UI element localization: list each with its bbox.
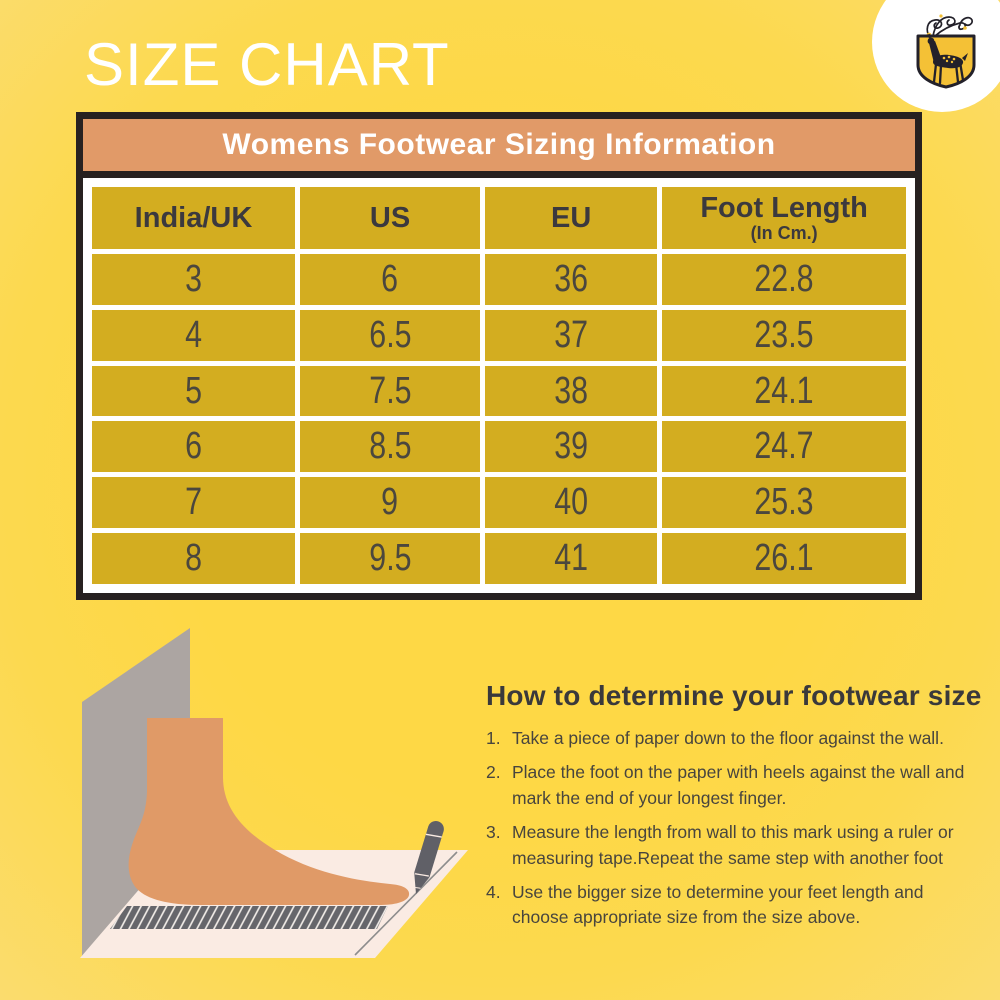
pencil-shape bbox=[414, 820, 444, 894]
howto-step-1: 1. Take a piece of paper down to the flo… bbox=[486, 726, 1000, 751]
table-cell: 8.5 bbox=[299, 421, 481, 473]
table-cell: 8 bbox=[92, 533, 295, 584]
table-cell: 6 bbox=[299, 254, 481, 305]
col-header-eu: EU bbox=[485, 187, 658, 249]
howto-step-3: 3. Measure the length from wall to this … bbox=[486, 820, 1000, 871]
foot-length-unit: (In Cm.) bbox=[750, 222, 818, 243]
col-header-us: US bbox=[299, 187, 481, 249]
col-header-india-uk: India/UK bbox=[92, 187, 295, 249]
table-cell: 25.3 bbox=[662, 477, 906, 529]
pencil-mark-line bbox=[354, 851, 458, 956]
table-cell: 7 bbox=[92, 477, 295, 529]
howto-step-4: 4. Use the bigger size to determine your… bbox=[486, 880, 1000, 931]
table-cell: 39 bbox=[485, 421, 658, 473]
table-cell: 26.1 bbox=[662, 533, 906, 584]
table-cell: 6.5 bbox=[299, 309, 481, 361]
step-number: 3. bbox=[486, 822, 501, 843]
step-text: Take a piece of paper down to the floor … bbox=[512, 728, 944, 748]
table-cell: 36 bbox=[485, 254, 658, 305]
step-number: 2. bbox=[486, 762, 501, 783]
table-title: Womens Footwear Sizing Information bbox=[83, 119, 915, 178]
table-cell: 40 bbox=[485, 477, 658, 529]
howto-section: How to determine your footwear size 1. T… bbox=[486, 680, 1000, 940]
size-grid: India/UK US EU Foot Length (In Cm.) 3 6 … bbox=[83, 178, 915, 593]
size-chart-table: Womens Footwear Sizing Information India… bbox=[76, 112, 922, 600]
table-cell: 24.1 bbox=[662, 365, 906, 417]
table-cell: 3 bbox=[92, 254, 295, 305]
table-cell: 9.5 bbox=[299, 533, 481, 584]
table-cell: 38 bbox=[485, 365, 658, 417]
howto-heading: How to determine your footwear size bbox=[486, 680, 982, 711]
deer-shield-logo-icon bbox=[872, 0, 1000, 112]
table-cell: 6 bbox=[92, 421, 295, 473]
table-cell: 37 bbox=[485, 309, 658, 361]
step-number: 4. bbox=[486, 881, 501, 902]
foot-shape bbox=[128, 718, 410, 905]
table-cell: 24.7 bbox=[662, 421, 906, 473]
step-text: Measure the length from wall to this mar… bbox=[512, 822, 954, 868]
table-cell: 23.5 bbox=[662, 309, 906, 361]
table-cell: 7.5 bbox=[299, 365, 481, 417]
table-cell: 41 bbox=[485, 533, 658, 584]
page-title: SIZE CHART bbox=[84, 31, 450, 98]
table-cell: 4 bbox=[92, 309, 295, 361]
howto-step-2: 2. Place the foot on the paper with heel… bbox=[486, 760, 1000, 811]
step-text: Use the bigger size to determine your fe… bbox=[512, 881, 924, 928]
foot-length-label: Foot Length bbox=[700, 192, 868, 225]
step-text: Place the foot on the paper with heels a… bbox=[512, 762, 965, 808]
col-header-foot-length: Foot Length (In Cm.) bbox=[662, 187, 906, 249]
step-number: 1. bbox=[486, 728, 501, 748]
table-cell: 22.8 bbox=[662, 254, 906, 305]
foot-measurement-illustration bbox=[80, 628, 468, 958]
table-cell: 9 bbox=[299, 477, 481, 529]
table-cell: 5 bbox=[92, 365, 295, 417]
